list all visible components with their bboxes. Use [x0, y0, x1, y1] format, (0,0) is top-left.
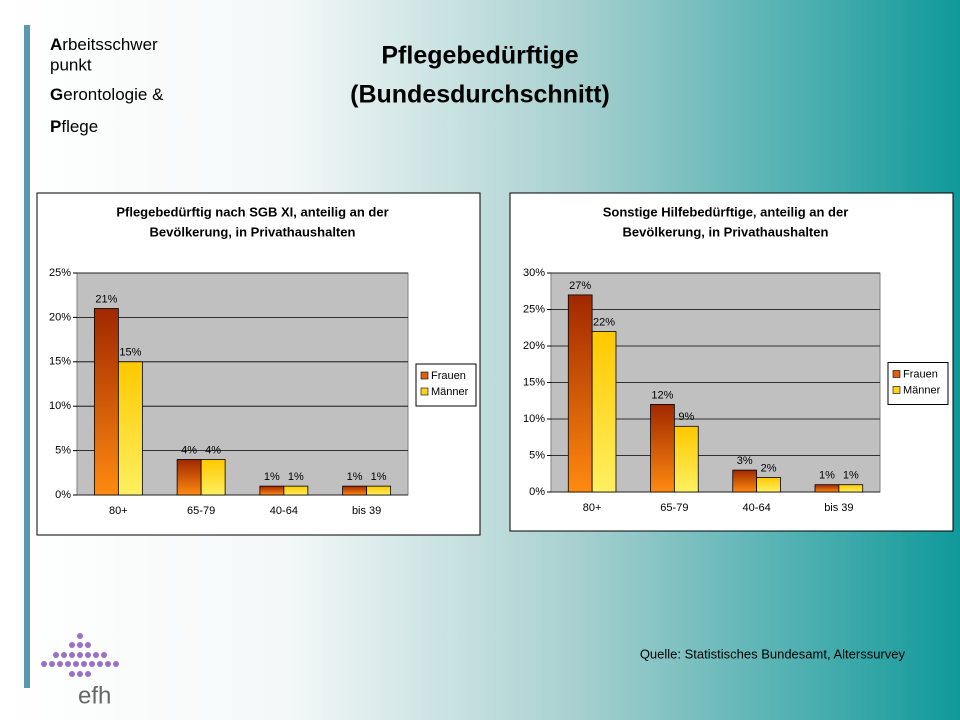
- value-label: 1%: [371, 471, 387, 483]
- value-label: 1%: [347, 471, 363, 483]
- bar: [176, 459, 202, 496]
- x-tick-label: 65-79: [660, 502, 688, 514]
- x-tick-label: bis 39: [352, 505, 381, 517]
- x-tick-label: 65-79: [187, 505, 215, 517]
- bar: [366, 485, 392, 496]
- bar: [756, 476, 781, 493]
- bar: [117, 361, 143, 496]
- value-label: 1%: [264, 471, 280, 483]
- bar: [732, 469, 758, 493]
- legend-label: Männer: [431, 386, 469, 398]
- value-label: 4%: [181, 444, 197, 456]
- bar: [259, 485, 285, 496]
- value-label: 1%: [288, 471, 304, 483]
- x-tick-label: 80+: [109, 505, 128, 517]
- side-line: Gerontologie &: [50, 85, 164, 104]
- bar: [93, 308, 119, 496]
- legend-swatch: [420, 387, 429, 396]
- chart-title: Bevölkerung, in Privathaushalten: [150, 224, 356, 239]
- x-tick-label: 80+: [583, 502, 602, 514]
- value-label: 9%: [678, 411, 694, 423]
- x-tick-label: 40-64: [743, 502, 771, 514]
- value-label: 21%: [95, 293, 117, 305]
- y-tick-label: 5%: [55, 445, 71, 457]
- y-tick-label: 15%: [49, 356, 71, 368]
- y-tick-label: 15%: [523, 376, 545, 388]
- value-label: 27%: [569, 280, 591, 292]
- side-line: punkt: [50, 55, 92, 74]
- bar: [673, 425, 699, 493]
- value-label: 1%: [843, 470, 859, 482]
- bar: [650, 403, 675, 493]
- y-tick-label: 20%: [49, 311, 71, 323]
- value-label: 15%: [119, 347, 141, 359]
- chart-title: Pflegebedürftig nach SGB XI, anteilig an…: [116, 204, 388, 219]
- legend-box: [415, 363, 477, 407]
- value-label: 1%: [819, 470, 835, 482]
- bar: [567, 294, 593, 493]
- legend-swatch: [892, 370, 901, 378]
- y-tick-label: 30%: [523, 267, 545, 279]
- slide-title: (Bundesdurchschnitt): [350, 81, 610, 109]
- side-bar: [24, 25, 30, 688]
- value-label: 4%: [205, 444, 221, 456]
- y-tick-label: 20%: [523, 340, 545, 352]
- value-label: 2%: [761, 462, 777, 474]
- legend-label: Männer: [903, 384, 941, 396]
- value-label: 22%: [593, 316, 615, 328]
- bar: [838, 484, 864, 493]
- bar: [814, 484, 840, 493]
- bar: [200, 459, 226, 496]
- source: Quelle: Statistisches Bundesamt, Alterss…: [640, 646, 906, 661]
- chart-title: Bevölkerung, in Privathaushalten: [623, 224, 829, 239]
- side-line: Arbeitsschwer: [50, 35, 158, 54]
- value-label: 3%: [737, 455, 753, 467]
- legend-swatch: [892, 386, 901, 394]
- x-tick-label: 40-64: [270, 505, 298, 517]
- y-tick-label: 25%: [49, 267, 71, 279]
- y-tick-label: 25%: [523, 303, 545, 315]
- legend-swatch: [420, 371, 429, 380]
- chart-title: Sonstige Hilfebedürftige, anteilig an de…: [603, 204, 849, 219]
- y-tick-label: 10%: [523, 413, 545, 425]
- y-tick-label: 0%: [55, 489, 71, 501]
- side-line: Pflege: [50, 117, 98, 136]
- value-label: 12%: [651, 389, 673, 401]
- y-tick-label: 0%: [529, 486, 545, 498]
- bar: [591, 330, 617, 493]
- y-tick-label: 10%: [49, 400, 71, 412]
- logo: [41, 633, 119, 677]
- slide-title: Pflegebedürftige: [381, 42, 578, 70]
- legend-label: Frauen: [903, 368, 938, 380]
- logo-text: efh: [78, 682, 111, 709]
- bar: [342, 485, 368, 496]
- y-tick-label: 5%: [529, 449, 545, 461]
- legend-label: Frauen: [431, 370, 466, 382]
- bar: [283, 485, 309, 496]
- x-tick-label: bis 39: [824, 502, 853, 514]
- legend-box: [887, 362, 949, 405]
